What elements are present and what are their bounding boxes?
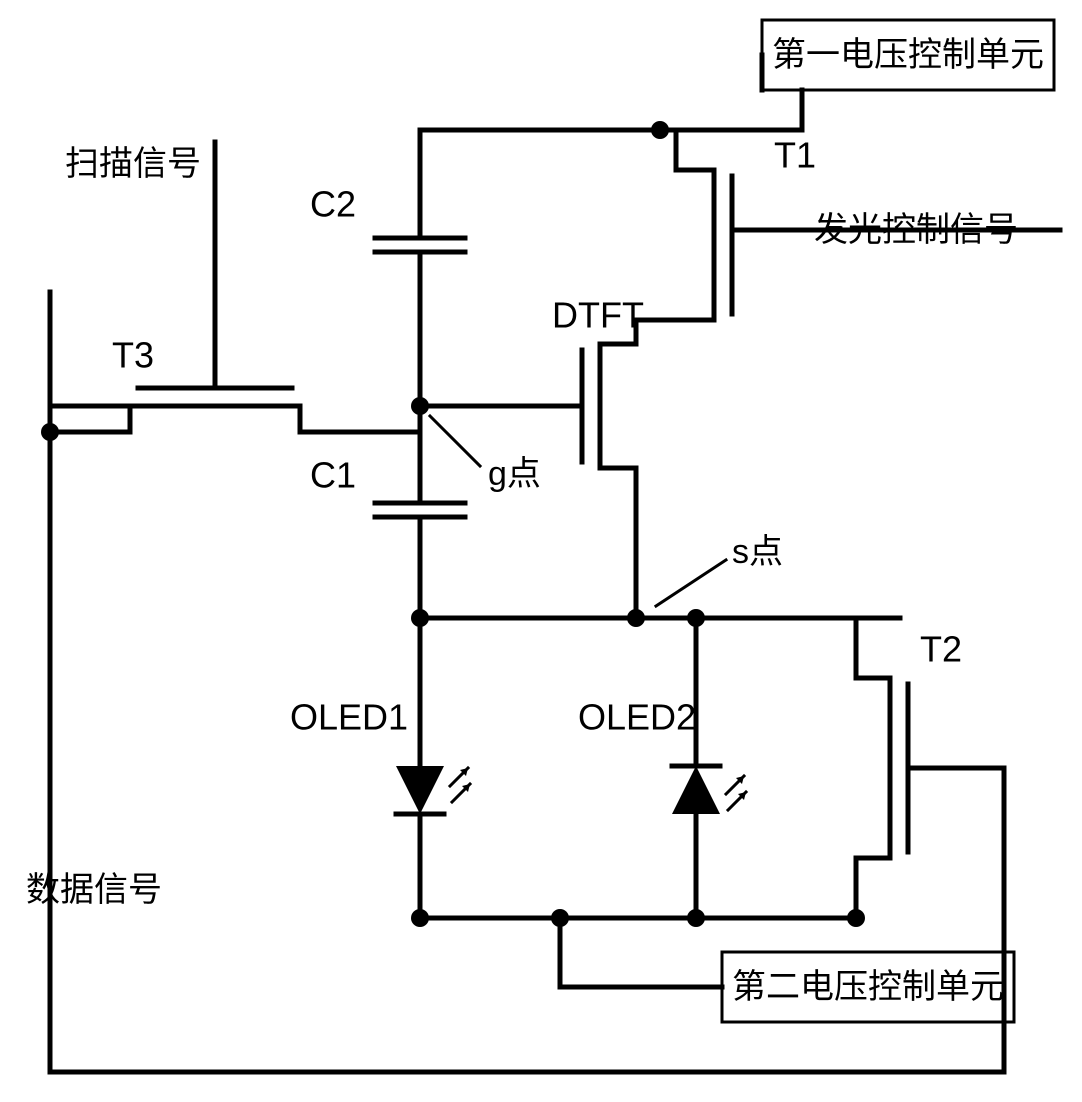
- voltage-control-unit-1-label: 第一电压控制单元: [772, 36, 1044, 74]
- label-c1: C1: [310, 455, 356, 496]
- label-g: g点: [488, 455, 541, 493]
- label-t1: T1: [774, 135, 816, 176]
- voltage-control-unit-2-label: 第二电压控制单元: [732, 968, 1004, 1006]
- label-emit: 发光控制信号: [814, 211, 1018, 249]
- label-dtft: DTFT: [552, 295, 644, 336]
- label-c2: C2: [310, 184, 356, 225]
- label-t2: T2: [920, 629, 962, 670]
- label-s: s点: [732, 533, 783, 571]
- label-t3: T3: [112, 335, 154, 376]
- label-oled1: OLED1: [290, 697, 408, 738]
- label-scan: 扫描信号: [65, 145, 201, 183]
- label-data: 数据信号: [26, 871, 162, 909]
- oled2: [672, 766, 720, 814]
- label-oled2: OLED2: [578, 697, 696, 738]
- oled1: [396, 766, 444, 814]
